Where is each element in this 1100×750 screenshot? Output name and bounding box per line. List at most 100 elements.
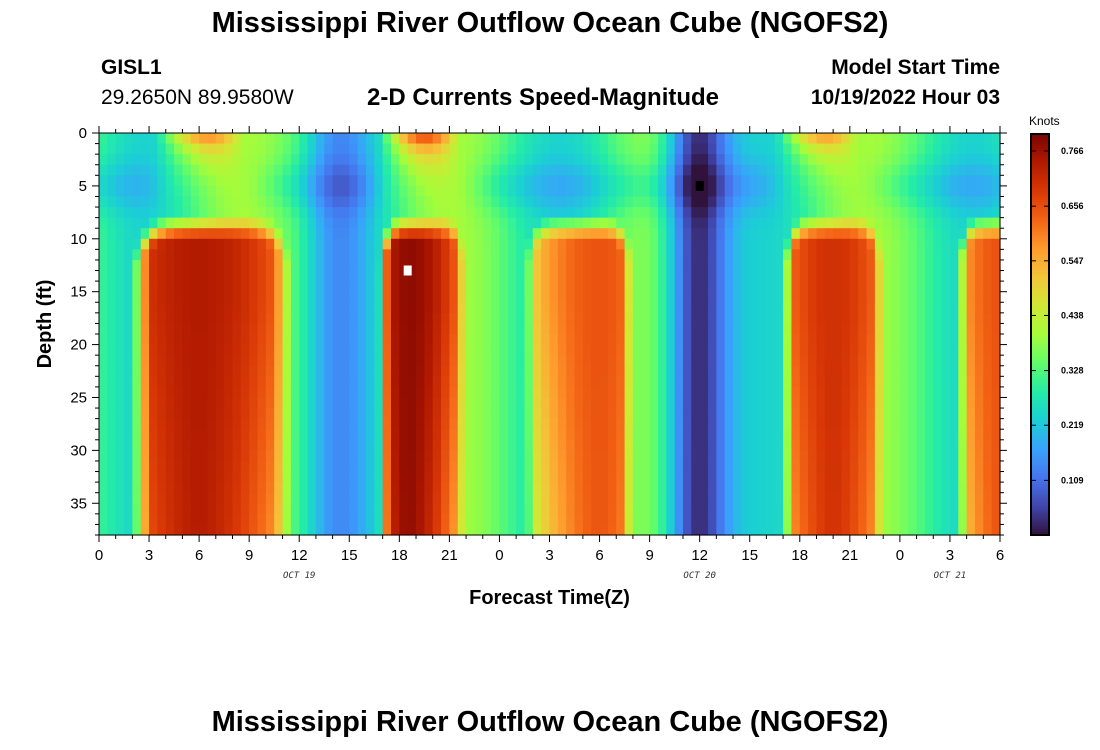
heatmap-cell xyxy=(232,460,242,473)
heatmap-cell xyxy=(691,439,701,451)
heatmap-cell xyxy=(190,217,200,229)
heatmap-cell xyxy=(507,217,517,229)
heatmap-cell xyxy=(916,524,926,536)
heatmap-cell xyxy=(99,302,108,314)
heatmap-cell xyxy=(224,207,234,219)
heatmap-cell xyxy=(257,408,267,420)
heatmap-cell xyxy=(265,154,275,166)
heatmap-cell xyxy=(190,471,200,483)
heatmap-cell xyxy=(791,408,801,420)
heatmap-cell xyxy=(107,503,117,515)
heatmap-cell xyxy=(282,154,292,166)
heatmap-cell xyxy=(265,207,275,219)
heatmap-cell xyxy=(674,196,684,208)
heatmap-cell xyxy=(541,450,551,462)
heatmap-cell xyxy=(491,439,501,451)
heatmap-cell xyxy=(866,334,876,346)
heatmap-cell xyxy=(883,397,893,409)
heatmap-cell xyxy=(966,238,976,250)
heatmap-cell xyxy=(824,344,834,356)
heatmap-cell xyxy=(240,143,250,155)
heatmap-cell xyxy=(449,386,459,399)
heatmap-cell xyxy=(441,228,450,240)
heatmap-cell xyxy=(724,154,734,166)
heatmap-cell xyxy=(824,439,834,451)
heatmap-cell xyxy=(733,344,742,356)
heatmap-cell xyxy=(307,513,317,526)
heatmap-cell xyxy=(349,196,359,208)
heatmap-cell xyxy=(624,302,634,314)
heatmap-cell xyxy=(257,355,267,367)
heatmap-cell xyxy=(741,249,751,261)
heatmap-cell xyxy=(207,408,217,420)
heatmap-cell xyxy=(541,439,551,451)
heatmap-cell xyxy=(549,450,559,462)
heatmap-cell xyxy=(524,175,534,187)
heatmap-cell xyxy=(257,270,267,282)
heatmap-cell xyxy=(716,471,726,483)
heatmap-cell xyxy=(724,249,734,261)
heatmap-cell xyxy=(482,291,492,303)
heatmap-cell xyxy=(482,386,492,399)
heatmap-cell xyxy=(833,334,843,346)
heatmap-cell xyxy=(849,482,859,494)
heatmap-cell xyxy=(674,270,684,282)
heatmap-cell xyxy=(290,302,300,314)
heatmap-cell xyxy=(724,460,734,473)
heatmap-cell xyxy=(724,376,734,388)
heatmap-cell xyxy=(499,133,509,145)
heatmap-cell xyxy=(441,471,450,483)
heatmap-cell xyxy=(424,185,434,198)
heatmap-cell xyxy=(591,238,601,250)
heatmap-cell xyxy=(799,460,809,473)
main-title: Mississippi River Outflow Ocean Cube (NG… xyxy=(211,7,889,39)
heatmap-cell xyxy=(657,312,667,325)
heatmap-cell xyxy=(432,249,442,261)
heatmap-cell xyxy=(466,270,476,282)
heatmap-cell xyxy=(340,196,350,208)
heatmap-cell xyxy=(390,207,400,219)
heatmap-cell xyxy=(674,334,684,346)
colorbar-tick-label: 0.109 xyxy=(1061,475,1084,485)
heatmap-cell xyxy=(749,503,759,515)
heatmap-cell xyxy=(749,175,759,187)
heatmap-cell xyxy=(766,238,776,250)
heatmap-cell xyxy=(399,133,409,145)
heatmap-cell xyxy=(557,281,567,293)
heatmap-cell xyxy=(908,238,918,250)
heatmap-cell xyxy=(924,175,934,187)
heatmap-cell xyxy=(107,492,117,504)
heatmap-cell xyxy=(416,291,425,303)
heatmap-cell xyxy=(641,196,651,208)
heatmap-cell xyxy=(274,386,284,399)
heatmap-cell xyxy=(632,471,642,483)
heatmap-cell xyxy=(849,228,859,240)
heatmap-cell xyxy=(899,344,909,356)
heatmap-cell xyxy=(632,460,642,473)
heatmap-cell xyxy=(307,376,317,388)
heatmap-cell xyxy=(382,217,392,229)
heatmap-cell xyxy=(157,376,167,388)
heatmap-cell xyxy=(933,175,943,187)
heatmap-cell xyxy=(115,291,125,303)
heatmap-cell xyxy=(599,154,609,166)
heatmap-cell xyxy=(165,270,175,282)
heatmap-cell xyxy=(357,418,367,430)
heatmap-cell xyxy=(315,196,325,208)
heatmap-cell xyxy=(816,281,826,293)
heatmap-cell xyxy=(649,312,659,325)
heatmap-cell xyxy=(432,492,442,504)
heatmap-cell xyxy=(624,397,634,409)
heatmap-cell xyxy=(407,492,417,504)
heatmap-cell xyxy=(624,175,634,187)
heatmap-cell xyxy=(741,143,751,155)
heatmap-cell xyxy=(249,228,259,240)
heatmap-cell xyxy=(574,238,584,250)
heatmap-cell xyxy=(799,334,809,346)
heatmap-cell xyxy=(507,302,517,314)
heatmap-cell xyxy=(332,524,342,536)
heatmap-cell xyxy=(332,439,342,451)
heatmap-cell xyxy=(774,524,784,536)
heatmap-cell xyxy=(124,217,133,229)
